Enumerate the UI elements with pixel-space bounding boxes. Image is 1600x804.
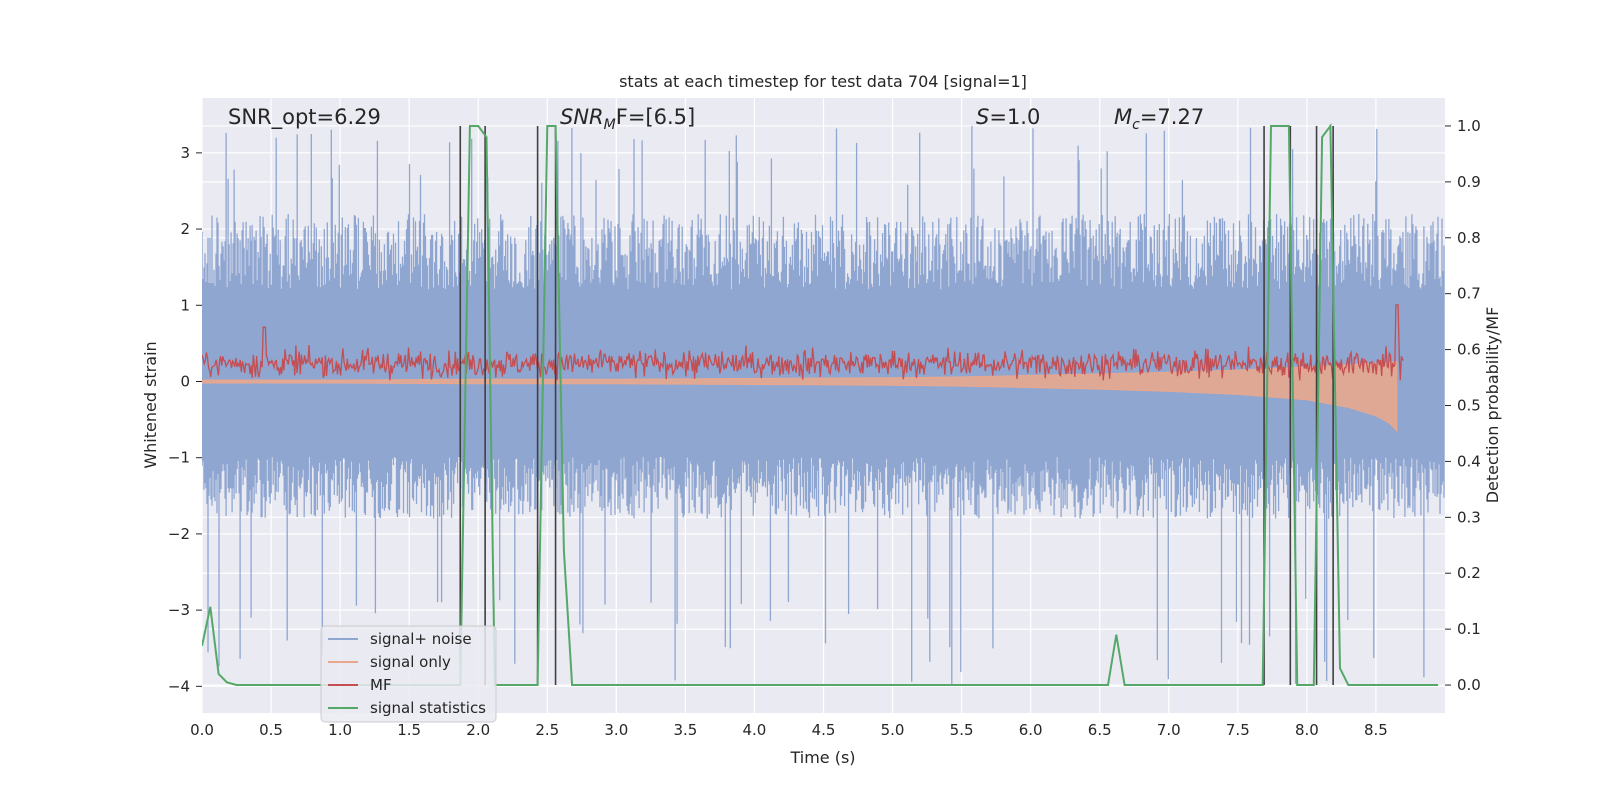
y-right-tick-label: 0.1 [1457, 620, 1481, 638]
x-tick-label: 5.5 [950, 721, 974, 739]
y-left-tick-label: 0 [180, 372, 190, 390]
y-left-tick-label: −3 [168, 601, 190, 619]
y-left-tick-label: 3 [180, 144, 190, 162]
y-right-tick-label: 0.2 [1457, 564, 1481, 582]
x-axis-label: Time (s) [789, 748, 855, 767]
y-right-tick-label: 0.8 [1457, 229, 1481, 247]
x-tick-label: 5.0 [881, 721, 905, 739]
annotation-mc: Mc=7.27 [1114, 105, 1204, 133]
y-axis-right-label: Detection probability/MF [1483, 307, 1502, 504]
y-right-tick-label: 0.4 [1457, 452, 1481, 470]
y-left-tick-label: 2 [180, 220, 190, 238]
y-right-tick-label: 0.7 [1457, 285, 1481, 303]
legend-box [320, 625, 497, 723]
x-tick-label: 1.5 [397, 721, 421, 739]
legend-label-mf: MF [370, 676, 392, 694]
x-tick-label: 6.5 [1088, 721, 1112, 739]
y-right-tick-label: 0.9 [1457, 173, 1481, 191]
y-left-tick-label: −4 [168, 677, 190, 695]
y-left-tick-label: −2 [168, 525, 190, 543]
y-right-tick-label: 0.5 [1457, 397, 1481, 415]
chart-title: stats at each timestep for test data 704… [619, 72, 1027, 91]
legend-label-signal-noise: signal+ noise [370, 630, 472, 648]
x-tick-label: 1.0 [328, 721, 352, 739]
y-right-tick-label: 0.0 [1457, 676, 1481, 694]
y-right-tick-label: 0.3 [1457, 508, 1481, 526]
x-tick-label: 2.5 [535, 721, 559, 739]
x-tick-label: 3.0 [604, 721, 628, 739]
y-right-tick-label: 1.0 [1457, 117, 1481, 135]
series-mf [202, 304, 1405, 381]
legend: signal+ noise signal only MF signal stat… [320, 625, 497, 723]
legend-label-signal-only: signal only [370, 653, 451, 671]
series-signal-statistics [202, 123, 1439, 686]
y-right-tick-label: 0.6 [1457, 341, 1481, 359]
x-tick-label: 3.5 [673, 721, 697, 739]
x-tick-label: 7.5 [1226, 721, 1250, 739]
annotation-s: S=1.0 [976, 105, 1040, 129]
y-left-tick-label: 1 [180, 296, 190, 314]
series-signal-only [202, 361, 1398, 433]
x-tick-label: 8.0 [1295, 721, 1319, 739]
legend-label-signal-statistics: signal statistics [370, 699, 486, 717]
annotation-snr-mf: SNRMF=[6.5] [560, 105, 695, 133]
x-tick-label: 8.5 [1364, 721, 1388, 739]
x-tick-label: 6.0 [1019, 721, 1043, 739]
data-layer [202, 123, 1445, 686]
x-tick-label: 7.0 [1157, 721, 1181, 739]
y-axis-left-label: Whitened strain [141, 341, 160, 468]
x-tick-label: 4.0 [743, 721, 767, 739]
x-tick-label: 4.5 [812, 721, 836, 739]
x-tick-label: 0.0 [190, 721, 214, 739]
x-tick-label: 0.5 [259, 721, 283, 739]
x-tick-label: 2.0 [466, 721, 490, 739]
y-left-tick-label: −1 [168, 449, 190, 467]
axes: 0.0 0.5 1.0 1.5 2.0 2.5 3.0 3.5 4.0 4.5 5.0 5.5 6.0 6… [168, 117, 1481, 739]
annotation-snr-opt: SNR_opt=6.29 [228, 105, 381, 130]
